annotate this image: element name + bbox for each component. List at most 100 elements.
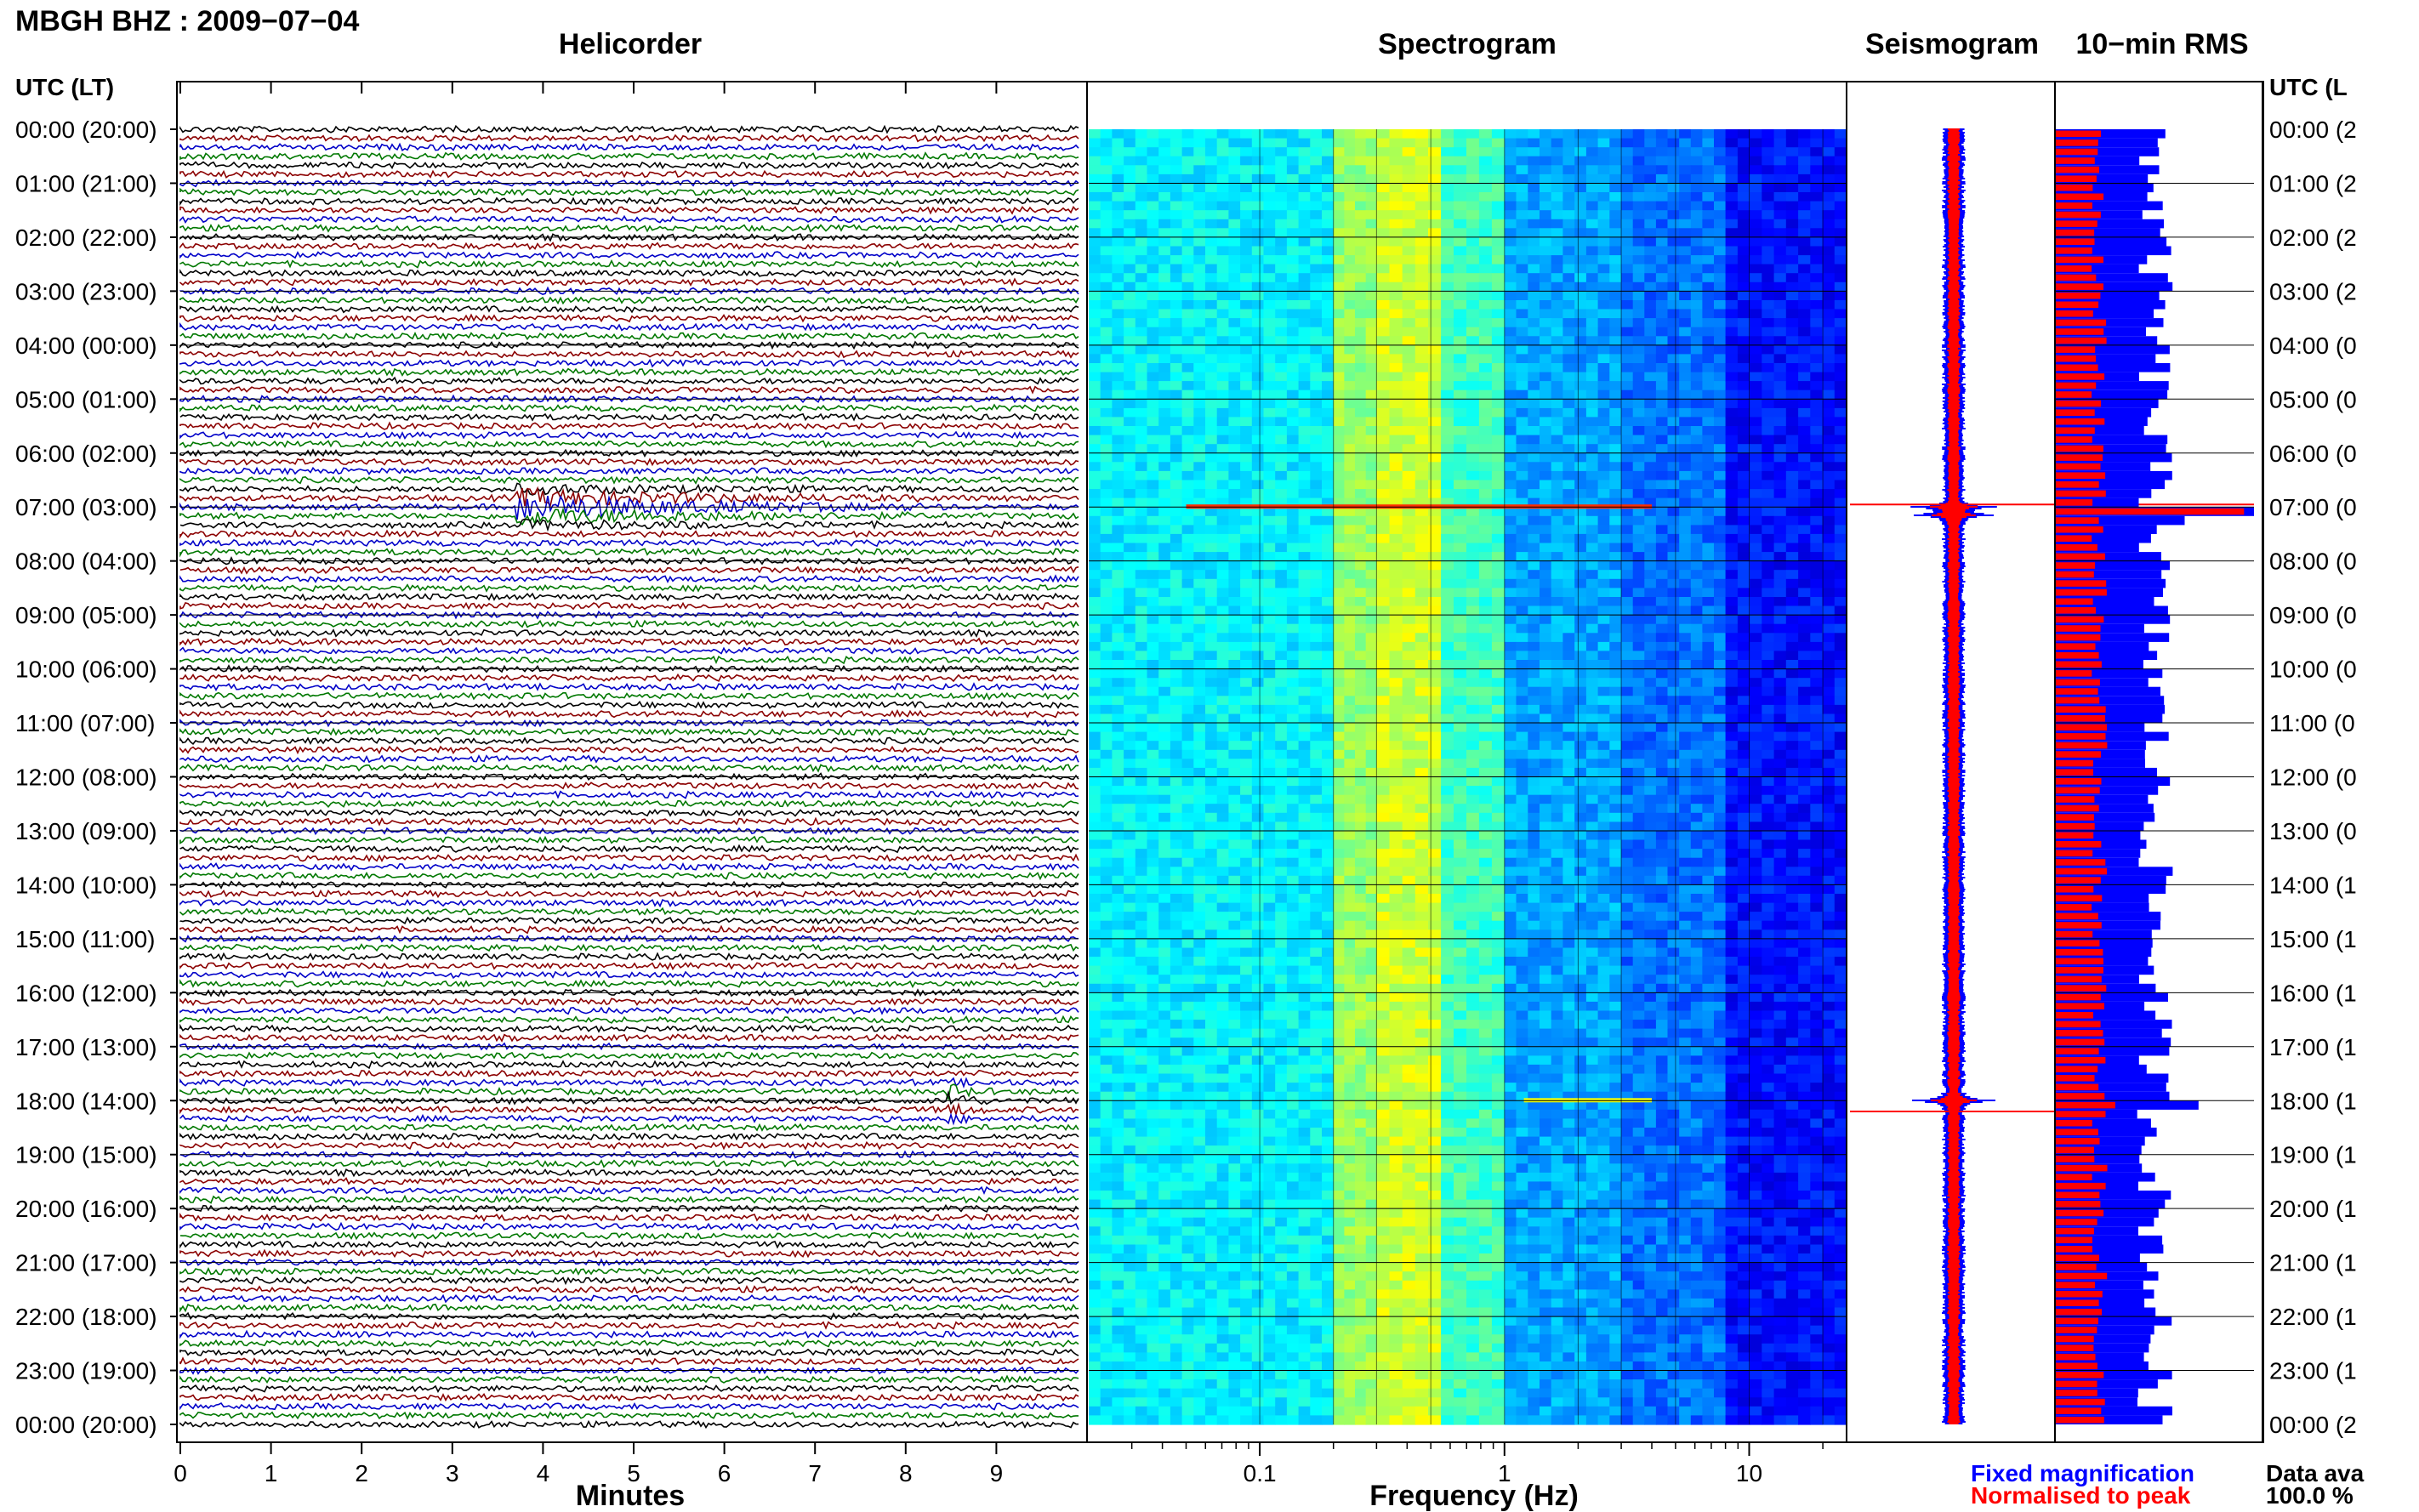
spectrogram-cell (1181, 525, 1194, 535)
spectrogram-cell (1376, 1172, 1391, 1183)
spectrogram-cell (1310, 236, 1323, 247)
spectrogram-cell (1365, 336, 1377, 346)
spectrogram-cell (1275, 902, 1288, 912)
helicorder-trace (179, 466, 1079, 475)
spectrogram-cell (1454, 489, 1467, 499)
spectrogram-cell (1251, 246, 1265, 256)
spectrogram-cell (1478, 372, 1493, 382)
spectrogram-cell (1100, 173, 1113, 185)
spectrogram-cell (1344, 201, 1356, 211)
spectrogram-cell (1147, 723, 1159, 733)
spectrogram-cell (1322, 309, 1335, 319)
spectrogram-cell (1263, 1163, 1276, 1174)
spectrogram-cell (1170, 273, 1183, 283)
spectrogram-cell (1251, 138, 1265, 148)
spectrogram-cell (1441, 623, 1454, 634)
spectrogram-cell (1365, 1010, 1377, 1020)
spectrogram-cell (1298, 147, 1311, 157)
spectrogram-cell (1389, 452, 1403, 463)
spectrogram-cell (1100, 300, 1113, 310)
spectrogram-cell (1344, 723, 1356, 733)
spectrogram-cell (1112, 1361, 1124, 1372)
spectrogram-cell (1170, 480, 1183, 490)
spectrogram-cell (1100, 633, 1113, 643)
spectrogram-cell (1170, 1208, 1183, 1219)
spectrogram-cell (1112, 1001, 1124, 1012)
spectrogram-cell (1216, 497, 1229, 508)
spectrogram-cell (1263, 696, 1276, 706)
spectrogram-cell (1100, 309, 1113, 319)
spectrogram-cell (1333, 525, 1345, 535)
spectrogram-cell (1263, 1001, 1276, 1012)
helicorder-trace (179, 332, 1079, 341)
helicorder-trace (179, 269, 1079, 278)
spectrogram-cell (1240, 417, 1253, 427)
spectrogram-cell (1344, 1343, 1356, 1353)
spectrogram-cell (1205, 1253, 1218, 1264)
spectrogram-cell (1216, 804, 1229, 814)
spectrogram-cell (1344, 1055, 1356, 1066)
spectrogram-cell (1135, 417, 1148, 427)
spectrogram-cell (1344, 1154, 1356, 1164)
spectrogram-cell (1441, 489, 1454, 499)
spectrogram-cell (1333, 281, 1345, 292)
spectrogram-cell (1263, 291, 1276, 301)
spectrogram-cell (1365, 1163, 1377, 1174)
spectrogram-cell (1275, 435, 1288, 445)
spectrogram-cell (1428, 1154, 1442, 1164)
spectrogram-cell (1286, 1397, 1300, 1407)
spectrogram-cell (1240, 489, 1253, 499)
spectrogram-cell (1251, 920, 1265, 930)
spectrogram-cell (1228, 1208, 1241, 1219)
spectrogram-cell (1216, 399, 1229, 409)
spectrogram-cell (1112, 1154, 1124, 1164)
spectrogram-cell (1355, 1154, 1367, 1164)
spectrogram-cell (1402, 912, 1416, 922)
spectrogram-cell (1441, 660, 1454, 670)
spectrogram-cell (1466, 129, 1480, 139)
spectrogram-cell (1100, 497, 1113, 508)
spectrogram-cell (1112, 228, 1124, 238)
spectrogram-cell (1124, 1316, 1136, 1327)
spectrogram-cell (1414, 389, 1429, 400)
spectrogram-cell (1240, 426, 1253, 436)
spectrogram-cell (1100, 543, 1113, 553)
spectrogram-cell (1389, 1191, 1403, 1201)
spectrogram-cell (1170, 543, 1183, 553)
spectrogram-cell (1228, 318, 1241, 328)
spectrogram-cell (1275, 1388, 1288, 1398)
spectrogram-cell (1491, 389, 1505, 400)
spectrogram-cell (1333, 1145, 1345, 1156)
spectrogram-cell (1389, 651, 1403, 661)
spectrogram-cell (1310, 264, 1323, 274)
spectrogram-cell (1147, 1109, 1159, 1119)
spectrogram-cell (1124, 1289, 1136, 1299)
spectrogram-cell (1135, 291, 1148, 301)
spectrogram-cell (1376, 1010, 1391, 1020)
spectrogram-cell (1428, 1128, 1442, 1138)
spectrogram-cell (1147, 623, 1159, 634)
spectrogram-cell (1193, 894, 1206, 904)
spectrogram-cell (1251, 1271, 1265, 1282)
spectrogram-cell (1414, 1343, 1429, 1353)
spectrogram-cell (1310, 831, 1323, 841)
spectrogram-cell (1124, 1100, 1136, 1111)
spectrogram-cell (1147, 578, 1159, 588)
spectrogram-cell (1322, 560, 1335, 571)
spectrogram-cell (1170, 1073, 1183, 1083)
spectrogram-cell (1216, 1280, 1229, 1290)
spectrogram-cell (1170, 731, 1183, 742)
spectrogram-cell (1310, 435, 1323, 445)
spectrogram-cell (1389, 246, 1403, 256)
spectrogram-cell (1298, 1208, 1311, 1219)
spectrogram-cell (1135, 938, 1148, 949)
spectrogram-cell (1205, 1343, 1218, 1353)
spectrogram-cell (1240, 786, 1253, 796)
spectrogram-cell (1402, 507, 1416, 517)
spectrogram-cell (1389, 273, 1403, 283)
spectrogram-cell (1365, 1361, 1377, 1372)
spectrogram-cell (1193, 381, 1206, 391)
spectrogram-cell (1344, 686, 1356, 696)
spectrogram-cell (1135, 462, 1148, 472)
spectrogram-cell (1135, 1208, 1148, 1219)
